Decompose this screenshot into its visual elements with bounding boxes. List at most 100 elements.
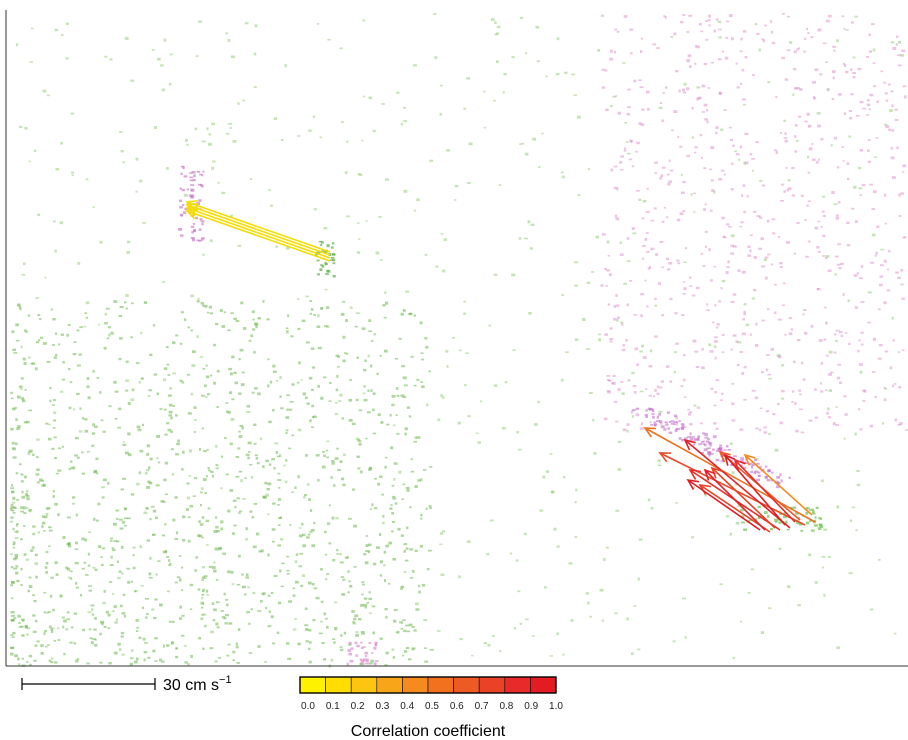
speckle (371, 652, 374, 654)
speckle (680, 423, 685, 426)
speckle (148, 481, 153, 485)
colorbar-tick-label: 0.4 (400, 701, 414, 712)
speckle (615, 420, 619, 423)
speckle (705, 20, 708, 23)
speckle (837, 243, 842, 246)
colorbar-cell (376, 676, 403, 694)
speckle (32, 630, 37, 633)
speckle (709, 443, 712, 447)
speckle (205, 589, 209, 593)
speckle (815, 506, 819, 509)
speckle (101, 547, 105, 550)
speckle (816, 246, 820, 249)
speckle (239, 348, 244, 352)
speckle (110, 331, 114, 335)
speckle (193, 229, 196, 232)
speckle (182, 211, 187, 215)
speckle (493, 99, 496, 102)
speckle (53, 356, 57, 359)
speckle (46, 508, 50, 510)
speckle (151, 608, 155, 611)
speckle (18, 663, 21, 666)
speckle (365, 655, 368, 658)
speckle (622, 344, 625, 347)
speckle (640, 293, 645, 296)
speckle (440, 394, 443, 397)
speckle (647, 107, 650, 111)
speckle (141, 377, 144, 381)
speckle (67, 544, 72, 548)
speckle (54, 28, 59, 32)
speckle (687, 54, 692, 58)
speckle (192, 350, 196, 354)
speckle (61, 378, 66, 381)
speckle (45, 551, 49, 553)
speckle (91, 432, 96, 435)
speckle (483, 642, 487, 645)
speckle (391, 648, 395, 651)
speckle (168, 620, 172, 623)
speckle (706, 120, 709, 124)
speckle (895, 271, 899, 274)
speckle (869, 608, 874, 611)
speckle (20, 377, 24, 380)
speckle (704, 494, 708, 497)
speckle (163, 478, 167, 482)
speckle (43, 591, 47, 594)
speckle (669, 297, 673, 300)
speckle (899, 422, 903, 425)
speckle (254, 24, 258, 28)
speckle (638, 79, 642, 81)
speckle (870, 261, 875, 264)
speckle (379, 475, 383, 478)
speckle (391, 394, 396, 398)
speckle (334, 628, 338, 631)
speckle (754, 470, 759, 473)
speckle (33, 659, 37, 662)
speckle (800, 431, 805, 434)
speckle (21, 618, 25, 621)
speckle (10, 520, 13, 523)
speckle (53, 419, 57, 422)
speckle (756, 33, 760, 36)
colorbar-cell (299, 676, 326, 694)
speckle (61, 616, 65, 619)
speckle (235, 320, 240, 323)
speckle (26, 661, 29, 663)
speckle (828, 350, 833, 354)
speckle (54, 661, 58, 664)
speckle (743, 303, 747, 306)
speckle (688, 412, 692, 416)
speckle (325, 306, 330, 309)
speckle (336, 549, 339, 552)
speckle (377, 482, 381, 486)
speckle (202, 478, 207, 482)
speckle (336, 374, 339, 378)
speckle (96, 377, 100, 379)
speckle (476, 432, 479, 435)
speckle (326, 573, 330, 575)
speckle (793, 360, 796, 364)
speckle (693, 151, 697, 154)
speckle (265, 606, 268, 610)
speckle (796, 139, 799, 142)
speckle (267, 358, 270, 361)
speckle (326, 440, 330, 443)
speckle (132, 554, 135, 557)
speckle (768, 432, 771, 436)
speckle (194, 127, 198, 131)
speckle (187, 326, 190, 329)
speckle (714, 391, 718, 394)
speckle (868, 108, 871, 111)
speckle (797, 516, 800, 519)
speckle (94, 568, 98, 571)
speckle (302, 392, 306, 396)
speckle (315, 454, 320, 457)
speckle (650, 247, 655, 251)
speckle (148, 572, 152, 576)
speckle (828, 389, 832, 392)
speckle (187, 516, 191, 519)
speckle (419, 545, 423, 548)
speckle (154, 660, 158, 662)
speckle (878, 283, 883, 287)
